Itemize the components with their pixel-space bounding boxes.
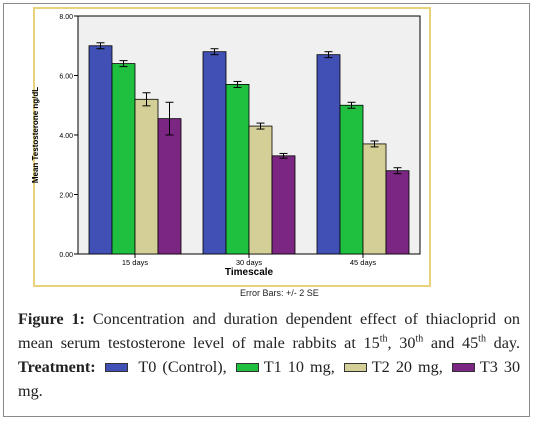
bar — [248, 125, 273, 255]
bar — [362, 143, 387, 255]
caption-sup-1: th — [379, 333, 388, 345]
caption-sup-3: th — [478, 333, 486, 345]
legend-label-t1: T1 10 mg, — [263, 358, 335, 376]
figure-border — [3, 3, 530, 417]
bar-chart: 0.00 2.00 4.00 6.00 8.00 15 days 30 days 45 da… — [31, 7, 431, 298]
x-axis-ticks: 15 days 30 days 45 days — [122, 254, 377, 267]
caption-text-2: , 30 — [387, 334, 416, 352]
y-tick-label: 4.00 — [59, 133, 73, 140]
y-tick-label: 0.00 — [59, 252, 73, 259]
caption-text-1: Concentration and duration dependent eff… — [18, 310, 521, 352]
legend-label-t2: T2 20 mg, — [371, 358, 443, 376]
caption-text-3: and 45 — [423, 334, 479, 352]
y-tick-label: 2.00 — [59, 193, 73, 200]
caption-treatment-label: Treatment: — [18, 358, 96, 376]
y-tick-label: 8.00 — [59, 14, 73, 21]
caption-label: Figure 1: — [18, 310, 85, 328]
y-tick-label: 6.00 — [59, 74, 73, 81]
bar — [271, 155, 296, 255]
legend-swatch-t3 — [451, 363, 475, 373]
caption-sup-2: th — [415, 333, 424, 345]
x-tick-label: 15 days — [122, 258, 149, 267]
bar — [339, 104, 364, 255]
legend-swatch-t0 — [104, 363, 128, 373]
x-tick-label: 30 days — [236, 258, 263, 267]
error-bars — [96, 42, 402, 175]
legend-swatch-t1 — [235, 363, 259, 373]
legend-label-t3: T3 30 mg. — [18, 358, 521, 400]
caption-text-4: day. — [485, 334, 521, 352]
legend-label-t0: T0 (Control), — [138, 358, 227, 376]
bar — [88, 45, 113, 255]
bar — [385, 170, 410, 255]
legend-swatch-t2 — [343, 363, 367, 373]
bar — [157, 118, 182, 255]
figure-caption: Figure 1: Concentration and duration dep… — [18, 307, 520, 403]
y-axis-ticks: 0.00 2.00 4.00 6.00 8.00 — [59, 14, 78, 259]
y-axis-label: Mean Testosterone ng/dL — [31, 87, 40, 183]
bar — [134, 98, 159, 255]
bar — [225, 84, 250, 255]
bar — [111, 63, 136, 255]
bar — [316, 54, 341, 255]
error-bars-note: Error Bars: +/- 2 SE — [240, 288, 319, 298]
x-tick-label: 45 days — [350, 258, 377, 267]
x-axis-label: Timescale — [225, 267, 274, 278]
bar-series — [88, 45, 410, 255]
bar — [202, 51, 227, 255]
